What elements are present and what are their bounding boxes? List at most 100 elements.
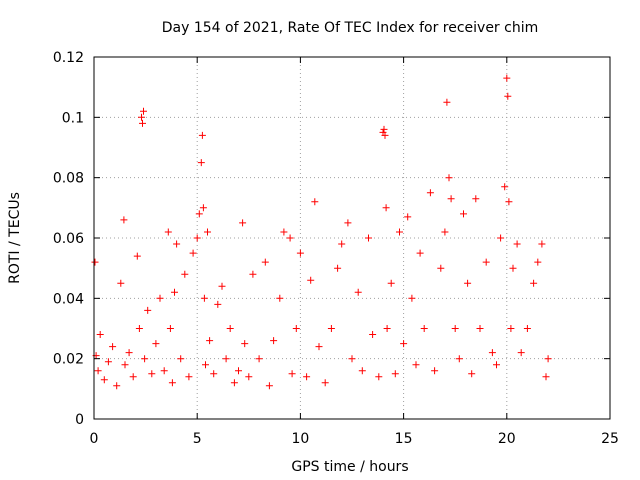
data-point [96,331,104,338]
data-point [189,249,197,257]
data-point [517,349,525,357]
data-point [404,213,412,221]
data-point [195,210,203,218]
data-point [468,370,476,378]
data-point [420,325,428,332]
data-point [437,264,445,272]
data-point [270,337,278,345]
data-point [538,240,546,248]
data-point [139,119,146,127]
data-point [164,228,172,236]
data-point [292,325,300,332]
x-tick-label: 10 [291,431,309,447]
data-point [408,294,416,302]
data-point [245,373,253,381]
data-point [460,210,467,218]
data-point [412,361,420,369]
data-point [276,294,284,302]
y-tick-label: 0.1 [62,110,84,126]
data-point [426,189,434,197]
data-point [104,358,112,366]
x-tick-label: 15 [395,431,413,447]
data-point [261,258,269,266]
data-point [144,306,152,314]
data-point [135,325,143,332]
data-point [348,355,356,363]
y-tick-label: 0 [75,412,84,428]
data-point [280,228,288,236]
data-point [226,325,234,332]
data-point [311,198,319,206]
data-point [249,270,257,278]
data-point [509,264,517,272]
data-point [199,204,207,212]
data-point [198,131,206,139]
data-point [265,382,273,390]
data-point [503,74,511,82]
data-point [177,355,185,363]
data-point [193,234,201,242]
data-point [129,373,137,381]
data-point [482,258,490,266]
data-point [91,258,99,266]
data-point [504,92,512,100]
y-tick-label: 0.12 [53,50,84,66]
data-point [113,382,121,390]
data-point [286,234,294,242]
y-tick-label: 0.02 [53,352,84,368]
data-point [171,288,178,296]
data-point [416,249,424,257]
data-point [441,228,449,236]
data-point [542,373,550,381]
data-point [214,300,222,308]
data-point [296,249,304,257]
y-tick-label: 0.06 [53,231,84,247]
data-point [160,367,168,375]
data-point [365,234,372,242]
data-point [501,183,509,191]
data-point [140,107,147,115]
data-point [218,282,226,290]
data-point [204,228,211,236]
data-point [497,234,505,242]
data-point [288,370,296,378]
data-point [197,159,205,167]
x-tick-label: 20 [498,431,516,447]
data-point [338,240,346,248]
data-point [235,367,242,375]
data-point [152,340,160,348]
y-tick-label: 0.04 [53,291,84,307]
data-point [141,355,149,363]
data-point [455,355,463,363]
data-point [185,373,193,381]
data-point [200,294,208,302]
data-point [381,131,389,139]
data-point [206,337,214,345]
data-point [369,331,377,338]
data-point [241,340,249,348]
data-point [255,355,263,363]
y-axis-label: ROTI / TECUs [7,192,23,284]
data-point [166,325,174,332]
data-point [382,204,390,212]
chart-title: Day 154 of 2021, Rate Of TEC Index for r… [162,20,538,36]
data-point [493,361,500,369]
data-point [168,379,176,387]
data-point [431,367,439,375]
x-tick-label: 0 [90,431,99,447]
data-point [202,361,209,369]
data-point [400,340,408,348]
data-point [513,240,521,248]
data-point [391,370,399,378]
data-point [476,325,484,332]
data-point [530,279,538,287]
data-point [507,325,515,332]
data-point [464,279,472,287]
data-point [443,98,451,106]
data-point [230,379,238,387]
axis-ticks: 0 5 10 15 20 25 0 0.02 0.04 0.06 0.08 0.1 0.12 [53,50,619,447]
data-point [181,270,189,278]
data-point [354,288,362,296]
data-point [94,367,102,375]
